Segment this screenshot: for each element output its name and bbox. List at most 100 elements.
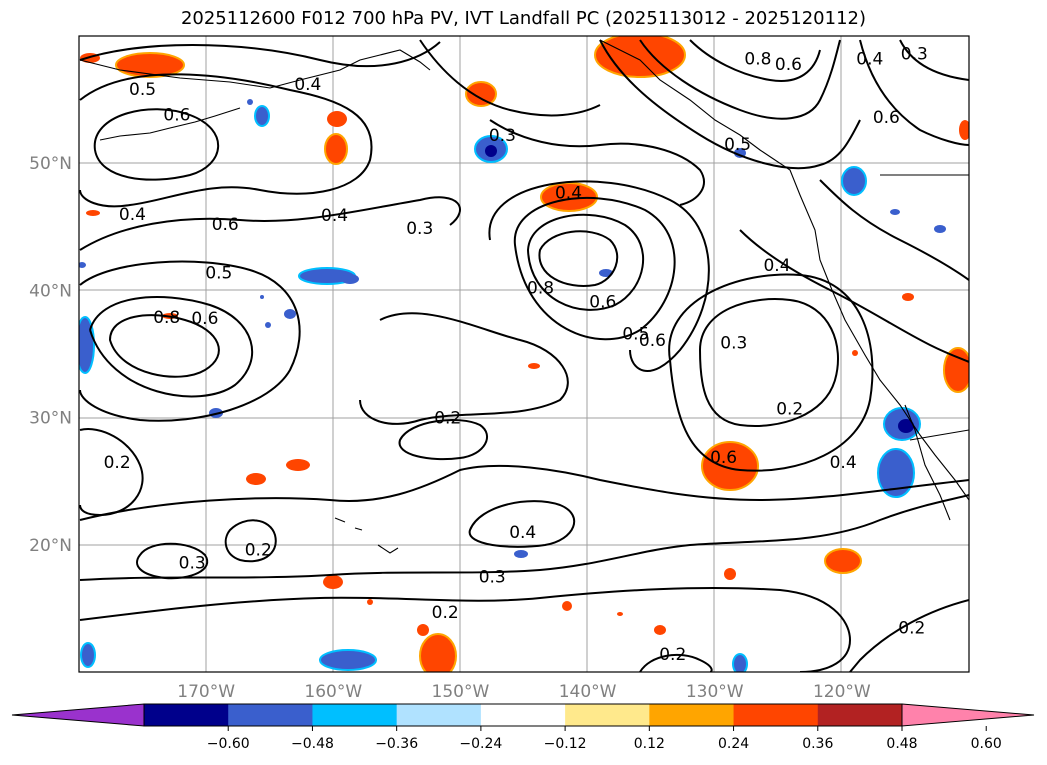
positive-blob — [323, 575, 343, 589]
negative-blob — [80, 642, 96, 668]
contour-label: 0.5 — [724, 135, 751, 155]
positive-blob — [654, 625, 666, 635]
contour-line — [136, 542, 209, 580]
colorbar-extend-min — [11, 703, 145, 727]
colorbar-tick-label: −0.12 — [544, 736, 587, 752]
contour-label: 0.8 — [744, 50, 771, 70]
colorbar-block — [228, 704, 313, 726]
map-title: 2025112600 F012 700 hPa PV, IVT Landfall… — [180, 8, 867, 29]
contour-label: 0.5 — [129, 80, 156, 100]
contour-label: 0.4 — [119, 205, 146, 225]
contour-label: 0.2 — [245, 541, 272, 561]
contour-line — [819, 179, 969, 281]
positive-blob — [701, 441, 759, 491]
longitude-labels: 170°W 160°W 150°W 140°W 130°W 120°W — [177, 682, 871, 702]
lat-label: 20°N — [29, 536, 72, 556]
contour-label: 0.8 — [153, 308, 180, 328]
contour-label: 0.3 — [901, 45, 928, 65]
positive-blob — [324, 133, 348, 165]
graticule — [79, 36, 969, 672]
colorbar-block — [565, 704, 650, 726]
negative-blob — [934, 225, 946, 233]
contour-line — [79, 494, 969, 581]
colorbar-extend-max — [901, 703, 1035, 727]
colorbar-tick-label: 0.48 — [886, 736, 917, 752]
lon-label: 160°W — [304, 682, 362, 702]
contour-label: 0.2 — [434, 408, 461, 428]
contour-label: 0.2 — [659, 645, 686, 665]
us-mexico-border — [909, 429, 969, 441]
negative-blob — [260, 295, 264, 299]
contour-line — [899, 39, 969, 81]
contour-line — [639, 39, 841, 120]
contour-label: 0.4 — [856, 50, 883, 70]
contour-line — [224, 519, 277, 563]
contour-label: 0.4 — [763, 256, 790, 276]
colorbar: −0.60 −0.48 −0.36 −0.24 −0.12 0.12 0.24 0.36 0.4… — [11, 703, 1035, 752]
map-frame — [78, 35, 970, 673]
hawaiian-islands — [334, 517, 399, 554]
colorbar-tick-label: −0.36 — [375, 736, 418, 752]
contour-line — [419, 39, 601, 117]
positive-blob — [327, 111, 347, 127]
lat-label: 50°N — [29, 154, 72, 174]
positive-blob — [367, 599, 373, 605]
contour-line — [89, 296, 254, 398]
positive-blob — [824, 548, 862, 574]
contour-label: 0.6 — [163, 106, 190, 126]
lat-label: 40°N — [29, 281, 72, 301]
colorbar-tick-label: −0.24 — [459, 736, 502, 752]
contour-line — [79, 41, 441, 68]
negative-blob — [254, 105, 270, 127]
lon-label: 170°W — [177, 682, 235, 702]
contour-label: 0.6 — [639, 331, 666, 351]
negative-blob — [341, 274, 359, 284]
contour-label: 0.3 — [406, 219, 433, 239]
positive-blob — [419, 633, 457, 672]
contour-label: 0.3 — [489, 126, 516, 146]
negative-blob — [79, 262, 86, 268]
contour-label: 0.6 — [873, 108, 900, 128]
contour-line — [108, 314, 220, 378]
positive-blob — [115, 52, 185, 78]
colorbar-tick-label: 0.24 — [718, 736, 749, 752]
latitude-labels: 50°N 40°N 30°N 20°N — [29, 154, 72, 556]
contour-label: 0.6 — [212, 215, 239, 235]
colorbar-block — [396, 704, 482, 726]
contour-label: 0.6 — [775, 55, 802, 75]
contour-label: 0.3 — [179, 553, 206, 573]
negative-blob — [898, 419, 914, 433]
positive-blob — [902, 293, 914, 301]
contour-line — [79, 587, 852, 672]
contour-line — [79, 196, 461, 251]
contour-label: 0.2 — [776, 400, 803, 420]
contour-line — [79, 73, 373, 208]
contour-line — [79, 428, 144, 517]
contour-label: 0.8 — [527, 279, 554, 299]
colorbar-block — [817, 704, 903, 726]
contour-label: 0.2 — [104, 453, 131, 473]
contour-line — [513, 197, 676, 341]
contour-line — [488, 180, 710, 372]
lon-label: 130°W — [686, 682, 744, 702]
contour-label: 0.6 — [191, 309, 218, 329]
contour-label: 0.5 — [622, 324, 649, 344]
positive-blob — [943, 347, 969, 393]
colorbar-tick-label: −0.60 — [207, 736, 250, 752]
contour-label: 0.4 — [321, 206, 348, 226]
contour-line — [79, 464, 969, 521]
contour-line — [526, 213, 644, 311]
contour-line — [599, 39, 861, 170]
contour-label: 0.3 — [720, 333, 747, 353]
contour-label: 0.4 — [294, 75, 321, 95]
negative-blob — [265, 322, 271, 328]
negative-blob — [514, 550, 528, 558]
positive-blob — [617, 612, 623, 616]
colorbar-block — [312, 704, 398, 726]
negative-blob — [732, 653, 748, 672]
colorbar-block — [144, 704, 229, 726]
colorbar-tick-label: 0.36 — [802, 736, 833, 752]
contour-line — [359, 312, 569, 425]
north-america-coast — [599, 39, 969, 501]
